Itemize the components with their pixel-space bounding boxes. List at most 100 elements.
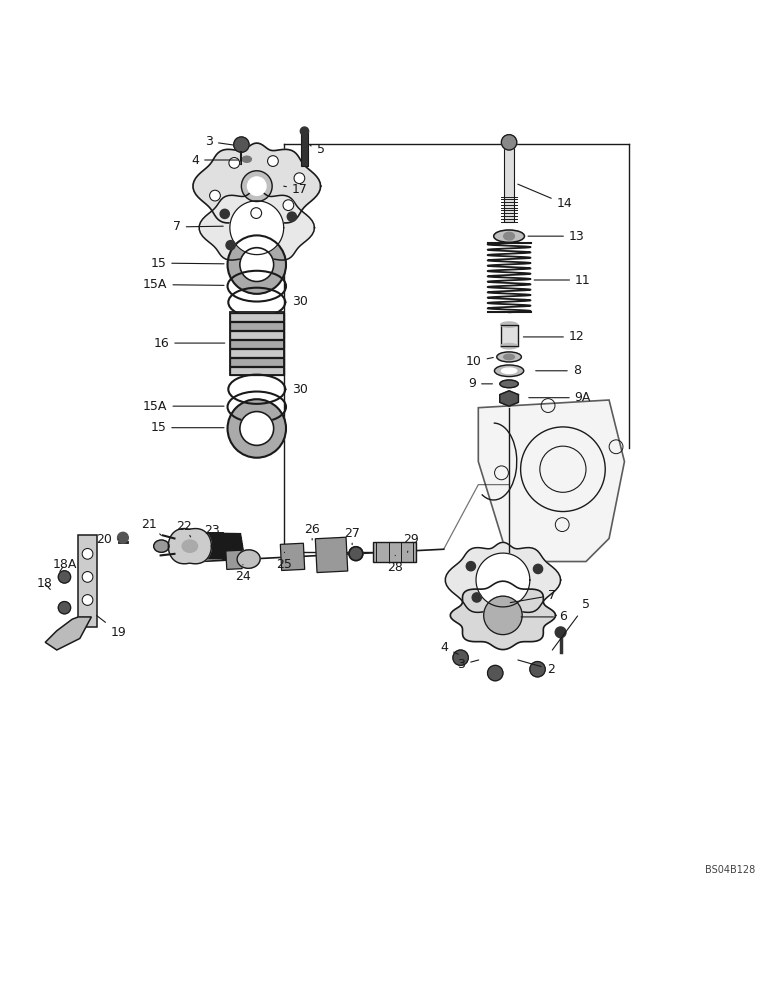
Text: 3: 3 bbox=[458, 658, 479, 671]
Circle shape bbox=[533, 564, 543, 574]
Text: 8: 8 bbox=[536, 364, 581, 377]
Ellipse shape bbox=[501, 368, 516, 373]
Circle shape bbox=[59, 602, 70, 614]
Polygon shape bbox=[479, 400, 625, 562]
Text: 22: 22 bbox=[177, 520, 192, 537]
Bar bbox=[230, 312, 283, 375]
Circle shape bbox=[228, 235, 286, 294]
Circle shape bbox=[59, 571, 70, 583]
Ellipse shape bbox=[154, 540, 169, 552]
Text: 18: 18 bbox=[36, 577, 52, 590]
Ellipse shape bbox=[503, 232, 514, 240]
Circle shape bbox=[248, 177, 266, 195]
Bar bbox=[230, 349, 283, 357]
Text: 10: 10 bbox=[466, 355, 493, 368]
Text: 16: 16 bbox=[154, 337, 225, 350]
Circle shape bbox=[466, 562, 476, 571]
Circle shape bbox=[251, 208, 262, 218]
Text: 13: 13 bbox=[528, 230, 584, 243]
Text: 21: 21 bbox=[141, 518, 161, 535]
Text: 11: 11 bbox=[534, 274, 591, 287]
Circle shape bbox=[484, 596, 522, 635]
Polygon shape bbox=[280, 543, 305, 571]
Ellipse shape bbox=[499, 380, 518, 388]
Text: 4: 4 bbox=[441, 641, 458, 654]
Circle shape bbox=[294, 173, 305, 184]
Circle shape bbox=[555, 627, 566, 638]
Bar bbox=[230, 358, 283, 366]
Text: 15: 15 bbox=[151, 257, 224, 270]
Circle shape bbox=[117, 532, 128, 543]
Polygon shape bbox=[226, 550, 242, 569]
Text: 18A: 18A bbox=[52, 558, 76, 572]
Text: 6: 6 bbox=[521, 610, 567, 623]
Text: 9: 9 bbox=[468, 377, 493, 390]
Text: 30: 30 bbox=[286, 383, 308, 396]
Circle shape bbox=[229, 158, 239, 168]
Bar bbox=[230, 313, 283, 321]
Ellipse shape bbox=[493, 230, 524, 242]
Text: 27: 27 bbox=[344, 527, 360, 545]
Bar bbox=[503, 142, 514, 222]
Bar bbox=[301, 131, 308, 166]
Ellipse shape bbox=[494, 365, 523, 377]
Text: 4: 4 bbox=[191, 154, 239, 167]
Text: 23: 23 bbox=[205, 524, 220, 542]
Polygon shape bbox=[199, 190, 314, 265]
Text: 2: 2 bbox=[518, 660, 554, 676]
Text: 15A: 15A bbox=[143, 400, 224, 413]
Polygon shape bbox=[445, 542, 560, 618]
Circle shape bbox=[300, 127, 309, 135]
Circle shape bbox=[82, 572, 93, 582]
Ellipse shape bbox=[496, 352, 521, 362]
Ellipse shape bbox=[182, 540, 198, 552]
Bar bbox=[230, 322, 283, 330]
Circle shape bbox=[501, 135, 516, 150]
Circle shape bbox=[283, 200, 294, 211]
Bar bbox=[230, 331, 283, 339]
Text: 28: 28 bbox=[388, 555, 403, 574]
Circle shape bbox=[472, 593, 482, 602]
Ellipse shape bbox=[500, 322, 517, 327]
Bar bbox=[374, 542, 416, 562]
Circle shape bbox=[210, 190, 220, 201]
Ellipse shape bbox=[242, 156, 252, 162]
Ellipse shape bbox=[237, 550, 260, 568]
Text: 25: 25 bbox=[276, 552, 293, 571]
Text: 5: 5 bbox=[552, 598, 590, 650]
Circle shape bbox=[82, 595, 93, 605]
Circle shape bbox=[226, 241, 235, 250]
Text: 30: 30 bbox=[286, 295, 308, 308]
Circle shape bbox=[82, 548, 93, 559]
Polygon shape bbox=[168, 529, 212, 564]
Circle shape bbox=[488, 665, 503, 681]
Text: 3: 3 bbox=[205, 135, 233, 148]
Text: 12: 12 bbox=[523, 330, 584, 343]
Circle shape bbox=[268, 156, 279, 166]
Ellipse shape bbox=[500, 343, 517, 349]
Polygon shape bbox=[193, 143, 320, 229]
Polygon shape bbox=[315, 537, 347, 573]
Text: 14: 14 bbox=[518, 184, 572, 210]
Text: 24: 24 bbox=[235, 565, 251, 583]
Text: 20: 20 bbox=[96, 533, 118, 546]
Circle shape bbox=[240, 412, 274, 445]
Polygon shape bbox=[499, 391, 519, 406]
Circle shape bbox=[453, 650, 469, 665]
Polygon shape bbox=[46, 617, 91, 650]
Text: 19: 19 bbox=[96, 616, 126, 639]
Text: 15: 15 bbox=[151, 421, 224, 434]
Circle shape bbox=[287, 212, 296, 221]
Circle shape bbox=[234, 137, 249, 152]
Bar bbox=[230, 367, 283, 375]
Text: 7: 7 bbox=[173, 220, 223, 233]
Text: 26: 26 bbox=[304, 523, 320, 540]
Circle shape bbox=[530, 662, 545, 677]
Polygon shape bbox=[476, 553, 530, 607]
Text: 29: 29 bbox=[403, 533, 418, 552]
Circle shape bbox=[240, 248, 274, 282]
Ellipse shape bbox=[349, 547, 363, 561]
Bar bbox=[230, 340, 283, 348]
Ellipse shape bbox=[503, 354, 514, 360]
Text: 7: 7 bbox=[510, 589, 556, 603]
